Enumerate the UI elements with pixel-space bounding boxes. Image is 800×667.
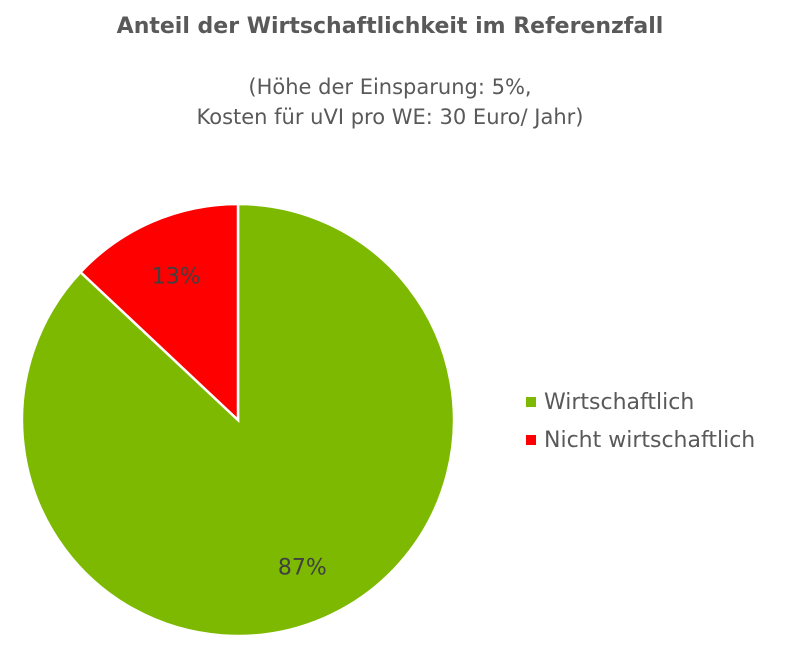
legend-swatch-nicht-wirtschaftlich: [526, 435, 536, 445]
legend-label-nicht-wirtschaftlich: Nicht wirtschaftlich: [544, 427, 756, 453]
legend-item-nicht-wirtschaftlich: Nicht wirtschaftlich: [526, 421, 755, 459]
data-label-nicht-wirtschaftlich: 13%: [152, 264, 201, 289]
pie-slice-nicht-wirtschaftlich: [78, 202, 240, 423]
subtitle-line-2: Kosten für uVI pro WE: 30 Euro/ Jahr): [196, 105, 584, 129]
chart-subtitle: (Höhe der Einsparung: 5%, Kosten für uVI…: [0, 72, 780, 132]
legend-label-wirtschaftlich: Wirtschaftlich: [544, 389, 695, 415]
chart-legend: Wirtschaftlich Nicht wirtschaftlich: [526, 383, 755, 459]
legend-swatch-wirtschaftlich: [526, 397, 536, 407]
data-label-wirtschaftlich: 87%: [278, 556, 327, 581]
subtitle-line-1: (Höhe der Einsparung: 5%,: [248, 75, 532, 99]
chart-title: Anteil der Wirtschaftlichkeit im Referen…: [116, 14, 664, 39]
legend-item-wirtschaftlich: Wirtschaftlich: [526, 383, 755, 421]
